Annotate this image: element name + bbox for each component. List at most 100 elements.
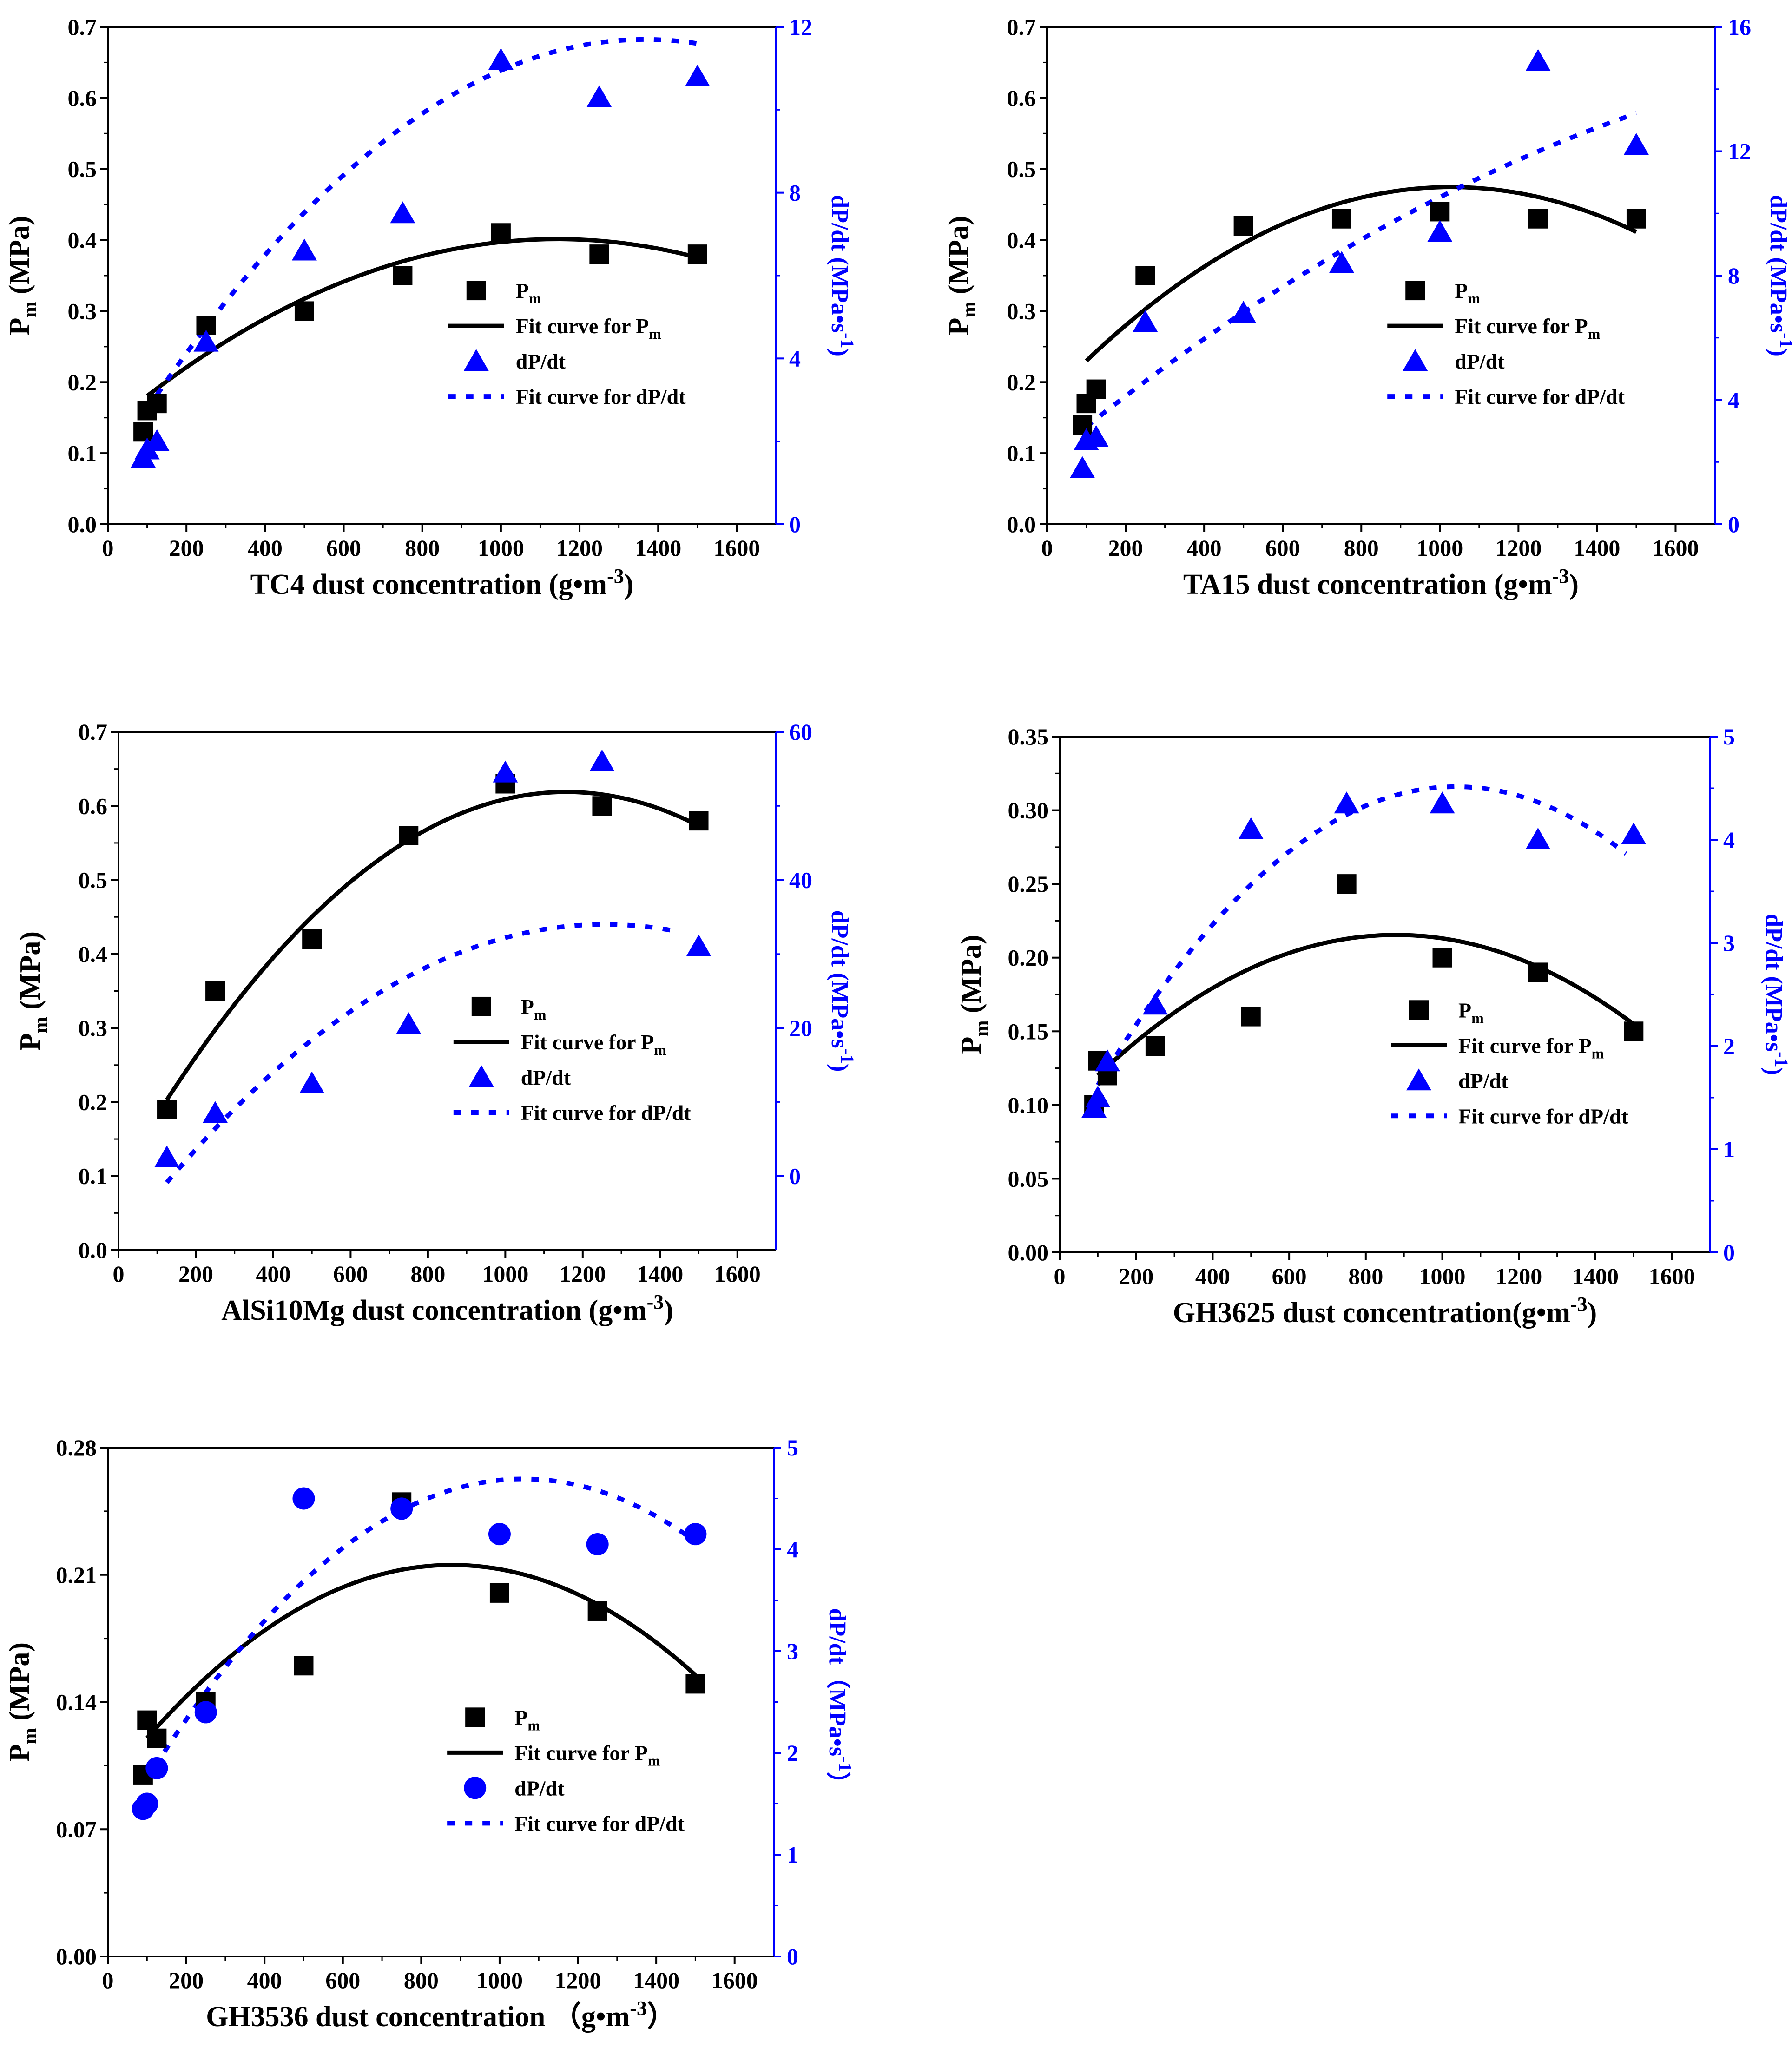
x-tick-label: 1000 xyxy=(476,1967,523,1993)
x-tick-label: 1200 xyxy=(556,535,603,561)
y-tick-label: 0.4 xyxy=(68,227,97,253)
legend-label: dP/dt xyxy=(1455,349,1505,373)
y-tick-label: 0.7 xyxy=(79,719,108,745)
legend-label: dP/dt xyxy=(1458,1069,1509,1093)
y2-tick-label: 3 xyxy=(787,1638,798,1664)
legend-label: Fit curve for dP/dt xyxy=(516,385,686,408)
fit-curve-pm xyxy=(165,790,700,1101)
x-tick-label: 1400 xyxy=(637,1261,683,1287)
y-tick-label: 0.00 xyxy=(56,1943,97,1969)
x-tick-label: 600 xyxy=(1265,535,1300,561)
dpdt-point xyxy=(589,749,615,771)
fit-curve-pm xyxy=(1085,184,1637,362)
x-tick-label: 0 xyxy=(1054,1263,1066,1289)
legend-dpdt-marker xyxy=(1406,1068,1431,1091)
x-tick-label: 0 xyxy=(102,535,114,561)
y-tick-label: 0.3 xyxy=(1007,298,1036,324)
x-tick-label: 1200 xyxy=(1495,535,1542,561)
y-tick-label: 0.0 xyxy=(68,511,97,537)
y-tick-label: 0.10 xyxy=(1008,1092,1049,1118)
x-tick-label: 200 xyxy=(169,1967,204,1993)
y2-tick-label: 2 xyxy=(1723,1033,1735,1059)
chart-tc4: 0 200 400 600 800 1000 1200 1400 1600 0.0 0.1 0.2 0.… xyxy=(4,14,858,600)
pm-point xyxy=(393,266,413,285)
pm-point xyxy=(133,422,153,442)
y2-axis-label: dP/dt (MPa•s-1) xyxy=(826,195,858,356)
dpdt-point xyxy=(488,48,514,70)
y-tick-label: 0.15 xyxy=(1008,1018,1049,1044)
x-tick-label: 1600 xyxy=(713,535,760,561)
y2-tick-label: 1 xyxy=(787,1842,798,1868)
pm-point xyxy=(1073,415,1093,435)
dpdt-point xyxy=(684,1523,707,1546)
x-tick-label: 600 xyxy=(326,535,361,561)
pm-point xyxy=(1086,379,1106,399)
x-tick-label: 600 xyxy=(325,1967,360,1993)
legend-label: Pm xyxy=(521,995,547,1023)
chart-ta15: 0 200 400 600 800 1000 1200 1400 1600 0.0 0.1 0.2 0.… xyxy=(943,14,1792,600)
dpdt-point xyxy=(1329,251,1354,273)
legend-label: Fit curve for dP/dt xyxy=(514,1811,685,1835)
y-tick-label: 0.20 xyxy=(1008,945,1049,971)
y2-tick-label: 0 xyxy=(787,1943,798,1969)
pm-point xyxy=(1135,266,1155,285)
dpdt-point xyxy=(493,760,518,783)
legend-label: Fit curve for Pm xyxy=(514,1741,660,1769)
y2-axis-label: dP/dt (MPa•s-1) xyxy=(826,910,858,1072)
y-tick-label: 0.5 xyxy=(1007,156,1036,182)
dpdt-point xyxy=(1083,425,1109,447)
dpdt-point xyxy=(193,329,219,352)
y-tick-label: 0.2 xyxy=(79,1089,108,1115)
y2-axis-label: dP/dt (MPa•s-1) xyxy=(1760,914,1792,1075)
x-tick-label: 1600 xyxy=(712,1967,758,1993)
pm-point xyxy=(1145,1036,1165,1056)
x-tick-label: 1400 xyxy=(635,535,681,561)
legend: Pm Fit curve for Pm dP/dt Fit curve for dP/… xyxy=(1387,279,1625,408)
x-tick-label: 400 xyxy=(247,1967,282,1993)
pm-point xyxy=(1432,948,1452,968)
y2-tick-label: 5 xyxy=(1723,724,1735,750)
pm-point xyxy=(137,1710,157,1730)
legend: Pm Fit curve for Pm dP/dt Fit curve for dP/… xyxy=(1391,998,1628,1128)
pm-point xyxy=(294,1656,314,1676)
y-tick-label: 0.2 xyxy=(68,369,97,395)
x-tick-label: 800 xyxy=(405,535,440,561)
pm-point xyxy=(592,796,612,816)
y2-tick-label: 0 xyxy=(789,511,801,537)
y-tick-label: 0.6 xyxy=(1007,85,1036,111)
legend-label: Fit curve for Pm xyxy=(516,314,662,342)
y-tick-label: 0.21 xyxy=(56,1562,97,1588)
chart-gh3625: 0 200 400 600 800 1000 1200 1400 1600 0.00 0.05 0.1… xyxy=(955,724,1792,1329)
fit-curve-dpdt xyxy=(145,37,698,411)
y-tick-label: 0.0 xyxy=(1007,511,1036,537)
pm-point xyxy=(399,826,419,845)
x-tick-label: 400 xyxy=(256,1261,290,1287)
y-tick-label: 0.4 xyxy=(79,941,108,967)
y-tick-label: 0.2 xyxy=(1007,369,1036,395)
legend-dpdt-marker xyxy=(463,349,489,371)
y-tick-label: 0.5 xyxy=(68,156,97,182)
dpdt-point xyxy=(396,1012,422,1034)
fit-curve-pm xyxy=(145,1563,697,1740)
x-tick-label: 800 xyxy=(1344,535,1379,561)
pm-point xyxy=(687,244,707,264)
y2-tick-label: 12 xyxy=(1728,138,1751,165)
legend-label: dP/dt xyxy=(521,1066,571,1089)
x-tick-label: 0 xyxy=(1041,535,1053,561)
x-axis-label: GH3625 dust concentration(g•m-3) xyxy=(1173,1293,1597,1329)
dpdt-point xyxy=(1142,993,1168,1015)
legend-pm-marker xyxy=(471,996,491,1016)
pm-point xyxy=(489,1583,509,1603)
x-tick-label: 200 xyxy=(1119,1263,1153,1289)
dpdt-point xyxy=(586,85,612,107)
dpdt-point xyxy=(586,1533,609,1556)
dpdt-point xyxy=(390,201,415,224)
y2-axis-label: dP/dt (MPa•s-1) xyxy=(1765,195,1792,356)
y-tick-label: 0.7 xyxy=(68,14,97,40)
chart-alsi10mg: 0 200 400 600 800 1000 1200 1400 16000.00.10.20.… xyxy=(14,719,858,1326)
dpdt-point xyxy=(1231,301,1256,323)
legend-label: dP/dt xyxy=(514,1776,565,1800)
dpdt-point xyxy=(1238,817,1264,839)
y2-tick-label: 1 xyxy=(1723,1136,1735,1162)
y-tick-label: 0.7 xyxy=(1007,14,1036,40)
